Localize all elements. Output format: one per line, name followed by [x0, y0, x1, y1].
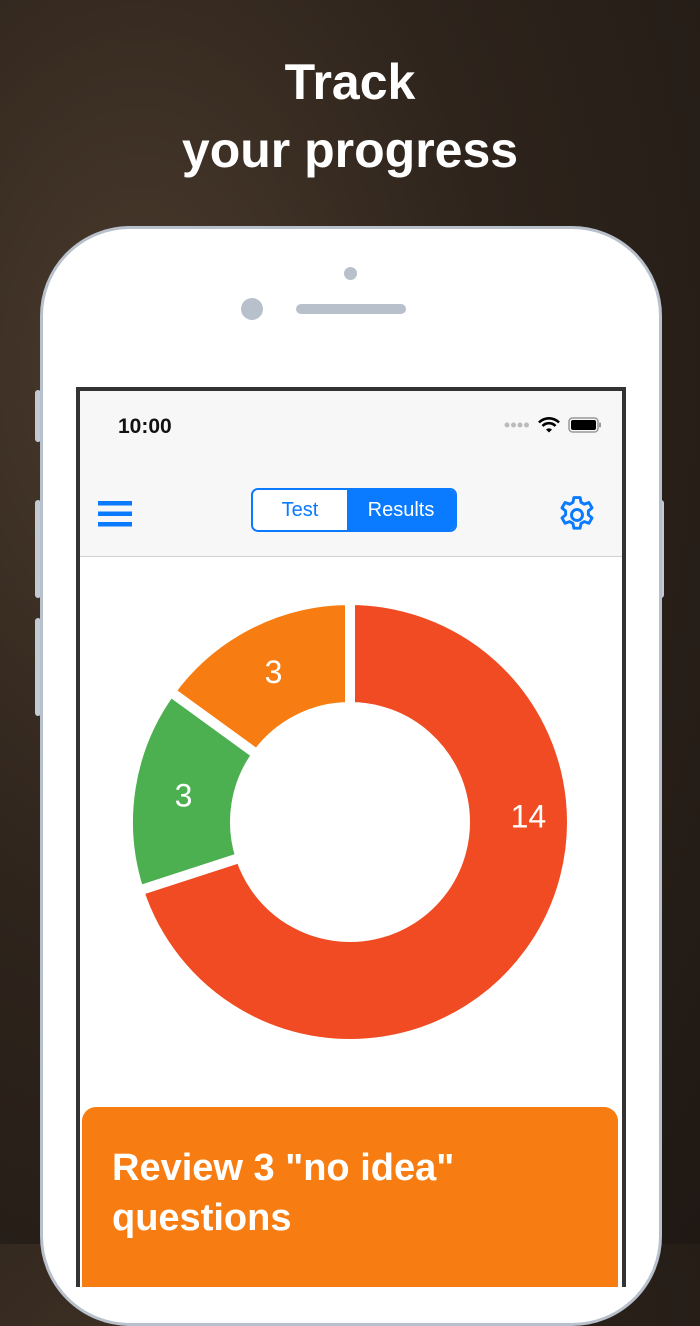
signal-dots-icon: [504, 422, 529, 428]
phone-camera: [241, 298, 263, 320]
phone-volume-down: [35, 618, 41, 716]
segmented-control: Test Results: [251, 488, 457, 532]
donut-slice-label: 14: [511, 798, 547, 834]
results-donut-chart: 14 3 3: [123, 594, 577, 1049]
review-button[interactable]: Review 3 "no idea" questions: [82, 1107, 618, 1287]
headline: Track your progress: [0, 48, 700, 184]
donut-slice: [163, 594, 355, 762]
tab-test[interactable]: Test: [253, 490, 347, 530]
status-time: 10:00: [118, 415, 172, 438]
phone-sensor: [344, 267, 357, 280]
headline-line-1: Track: [284, 54, 416, 110]
headline-line-2: your progress: [181, 122, 519, 178]
nav-bar: 10:00 Test Results: [80, 391, 622, 557]
wifi-icon: [538, 417, 560, 433]
donut-slice-label: 3: [175, 778, 193, 814]
phone-speaker: [296, 304, 406, 314]
tab-results[interactable]: Results: [346, 490, 455, 530]
status-icons: [504, 417, 602, 433]
app-screen: 10:00 Test Results 14 3 3 Review 3 "no ide…: [76, 387, 626, 1287]
gear-icon[interactable]: [555, 493, 599, 537]
battery-icon: [568, 417, 601, 433]
donut-slice-label: 3: [265, 654, 283, 690]
phone-volume-up: [35, 500, 41, 598]
phone-mute-switch: [35, 390, 41, 442]
hamburger-icon[interactable]: [98, 501, 132, 527]
donut-slice: [132, 594, 577, 1049]
